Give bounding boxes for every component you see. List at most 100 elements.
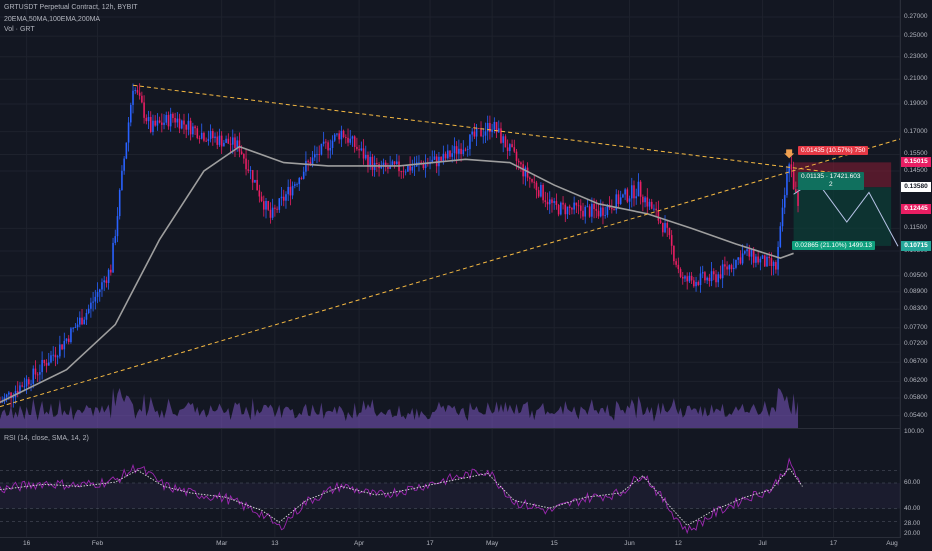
candle-body: [34, 368, 37, 375]
candle-body: [792, 169, 795, 190]
candle-body: [322, 141, 325, 144]
candle-body: [486, 122, 489, 132]
price-tick-label: 0.14500: [904, 166, 928, 174]
candle-body: [313, 154, 316, 158]
candle-body: [340, 130, 343, 140]
candle-body: [247, 169, 250, 171]
candle-body: [717, 274, 720, 283]
candle-body: [145, 117, 148, 122]
candle-body: [300, 178, 303, 179]
candle-body: [70, 328, 72, 343]
candle-body: [648, 201, 651, 207]
candle-body: [267, 201, 270, 210]
price-tick-label: 0.23000: [904, 52, 928, 60]
candle-body: [282, 196, 285, 201]
candle-body: [329, 147, 332, 151]
candle-body: [318, 154, 321, 155]
candle-body: [489, 122, 491, 133]
candle-body: [435, 156, 438, 167]
candle-body: [770, 258, 773, 267]
candle-body: [597, 210, 600, 217]
price-tick-label: 0.09500: [904, 271, 928, 279]
candle-body: [464, 149, 467, 151]
candle-body: [276, 208, 278, 210]
candle-body: [513, 147, 516, 152]
candle-body: [183, 120, 185, 125]
candle-body: [338, 133, 340, 140]
time-tick-label: Apr: [354, 540, 365, 547]
candle-body: [757, 256, 759, 263]
candle-body: [187, 120, 190, 130]
time-tick-label: 17: [829, 540, 838, 547]
candle-body: [520, 162, 522, 165]
candle-body: [132, 90, 134, 105]
candle-body: [369, 156, 371, 167]
moving-average-line: [0, 145, 794, 403]
candle-body: [347, 137, 349, 143]
candle-body: [67, 338, 70, 343]
candle-body: [356, 146, 358, 150]
rsi-tick-label: 28.00: [904, 519, 921, 527]
pane-divider[interactable]: [0, 428, 900, 429]
candle-body: [737, 257, 739, 260]
candle-body: [712, 271, 715, 275]
time-tick-label: Mar: [216, 540, 228, 547]
candle-body: [176, 118, 179, 123]
candle-body: [650, 201, 653, 209]
candle-body: [8, 392, 10, 395]
candle-body: [451, 153, 454, 157]
entry-label: 0.01135 · 17421.603 2: [798, 172, 864, 190]
candle-body: [32, 368, 35, 384]
candle-body: [557, 204, 560, 215]
candle-body: [755, 256, 757, 263]
candle-body: [316, 154, 318, 155]
candle-body: [653, 208, 655, 210]
price-axis[interactable]: 0.27000 0.25000 0.23000 0.21000 0.19000 0.170…: [900, 0, 932, 538]
candle-body: [163, 122, 165, 125]
candle-body: [522, 164, 524, 177]
candle-body: [710, 271, 713, 282]
candle-body: [291, 185, 294, 196]
candle-body: [10, 392, 12, 399]
candle-body: [732, 267, 735, 270]
candle-body: [269, 209, 272, 218]
candle-body: [628, 198, 631, 202]
time-axis[interactable]: 16 Feb Mar 13 Apr 17 May 15 Jun 12 Jul 17 Aug: [0, 537, 900, 551]
candle-body: [586, 206, 589, 208]
candle-body: [617, 194, 620, 204]
candle-body: [500, 128, 502, 143]
candle-body: [739, 257, 742, 264]
candle-body: [715, 274, 717, 283]
candle-body: [540, 184, 542, 197]
candle-body: [94, 296, 97, 302]
price-tick-label: 0.11500: [904, 224, 928, 232]
candle-body: [548, 199, 551, 205]
candle-body: [296, 184, 298, 185]
time-tick-label: 16: [22, 540, 31, 547]
candle-body: [360, 148, 363, 151]
candle-body: [475, 128, 478, 137]
candle-body: [573, 202, 575, 210]
candle-body: [227, 138, 230, 144]
candle-body: [218, 135, 221, 145]
candle-body: [730, 265, 733, 270]
price-badge: 0.12445: [901, 203, 931, 214]
candle-body: [400, 171, 403, 173]
candle-body: [480, 128, 482, 137]
candle-body: [666, 223, 669, 228]
candle-body: [353, 136, 356, 147]
candle-body: [223, 142, 225, 147]
candle-body: [116, 216, 119, 237]
candle-body: [595, 209, 598, 211]
rsi-line: [0, 457, 801, 535]
take-profit-label: 0.02865 (21.10%) 1499.13: [792, 241, 875, 250]
candle-body: [786, 173, 788, 196]
candle-body: [198, 138, 201, 139]
candle-body: [750, 249, 753, 257]
candle-body: [367, 154, 369, 167]
candle-body: [19, 385, 21, 393]
candle-body: [642, 196, 644, 203]
candle-body: [278, 198, 281, 210]
candle-body: [194, 126, 196, 129]
